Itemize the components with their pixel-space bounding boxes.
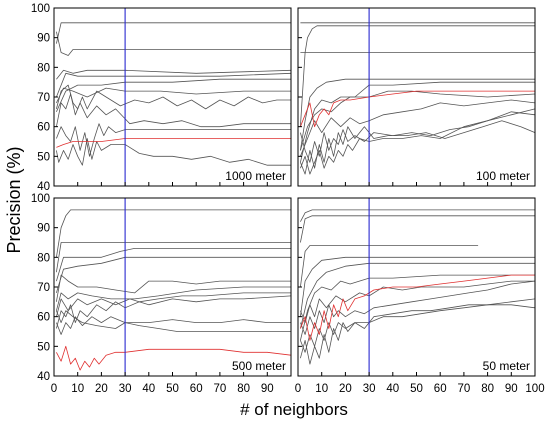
x-tick-label: 0: [51, 383, 57, 395]
series-line-10: [56, 138, 291, 166]
x-tick-label: 60: [434, 383, 447, 395]
x-tick-label: 10: [71, 383, 84, 395]
series-line-5: [300, 262, 535, 329]
panel-label: 50 meter: [483, 359, 530, 373]
series-line-11: [300, 274, 535, 341]
y-tick-label: 70: [37, 92, 50, 104]
x-tick-label: 90: [261, 383, 274, 395]
x-tick-label: 100: [525, 383, 544, 395]
series-line-7: [56, 84, 291, 110]
panel-label: 500 meter: [232, 359, 286, 373]
y-axis-title: Precision (%): [4, 146, 24, 253]
y-tick-label: 40: [37, 181, 50, 193]
series-line-2: [56, 31, 291, 56]
series-line-5: [56, 78, 291, 112]
series-line-6: [56, 87, 291, 104]
series-line-1: [56, 22, 291, 44]
series-line-7: [300, 90, 536, 151]
y-tick-label: 60: [37, 122, 50, 134]
series-line-8: [56, 292, 291, 329]
series-line-10: [56, 310, 291, 332]
series-line-11: [56, 345, 292, 371]
series-line-3: [300, 245, 479, 288]
panel-4: 0 10 20 30 40 50 60 70 80 90 100 50 meter: [295, 197, 545, 395]
series-line-12: [300, 90, 535, 128]
series-line-6: [300, 274, 535, 341]
y-tick-label: 50: [37, 151, 50, 163]
x-tick-label: 10: [315, 383, 328, 395]
y-tick-label: 80: [37, 62, 50, 74]
panel-2: 100 meter: [297, 7, 536, 187]
x-tick-label: 0: [295, 383, 301, 395]
x-tick-label: 40: [386, 383, 399, 395]
series-line-8: [300, 280, 536, 335]
panel-3: 40 50 60 70 80 90 100 0 10 20 30 40 50 60 70 80 90 500 me…: [31, 193, 292, 395]
y-tick-label: 40: [37, 371, 50, 383]
series-line-7: [300, 280, 535, 324]
series-line-11: [300, 111, 536, 175]
x-axis-title: # of neighbors: [240, 400, 348, 419]
x-tick-label: 60: [190, 383, 203, 395]
y-tick-label: 70: [37, 282, 50, 294]
series-line-3: [300, 25, 535, 127]
series-line-7: [56, 295, 292, 317]
series-line-9: [56, 123, 291, 157]
y-tick-label: 60: [37, 312, 50, 324]
series-line-6: [56, 286, 291, 311]
y-tick-label: 100: [31, 193, 50, 205]
x-tick-label: 50: [166, 383, 179, 395]
series-line-8: [56, 93, 291, 128]
panel-frame: [53, 7, 292, 187]
x-tick-label: 70: [458, 383, 471, 395]
panel-label: 1000 meter: [225, 169, 286, 183]
x-tick-label: 50: [410, 383, 423, 395]
x-tick-label: 70: [214, 383, 227, 395]
series-line-4: [56, 256, 291, 294]
y-tick-label: 90: [37, 223, 50, 235]
series-line-1: [300, 209, 535, 222]
y-tick-label: 80: [37, 252, 50, 264]
series-line-9: [300, 108, 536, 163]
panel-frame: [297, 7, 536, 187]
y-tick-label: 90: [37, 33, 50, 45]
panel-label: 100 meter: [476, 169, 530, 183]
series-line-10: [300, 298, 536, 365]
series-line-4: [300, 256, 535, 317]
x-tick-label: 20: [95, 383, 108, 395]
x-tick-label: 30: [363, 383, 376, 395]
y-tick-label: 100: [31, 3, 50, 15]
series-line-5: [56, 274, 291, 302]
x-tick-label: 80: [481, 383, 494, 395]
series-line-4: [56, 72, 292, 98]
panel-1: 40 50 60 70 80 90 100 1000 meter: [31, 3, 292, 193]
x-tick-label: 30: [119, 383, 132, 395]
series-line-5: [300, 78, 535, 151]
x-tick-label: 40: [142, 383, 155, 395]
x-tick-label: 20: [339, 383, 352, 395]
x-tick-label: 90: [505, 383, 518, 395]
x-tick-label: 80: [237, 383, 250, 395]
y-tick-label: 50: [37, 341, 50, 353]
series-line-9: [300, 304, 536, 353]
series-line-6: [300, 81, 535, 163]
series-line-3: [56, 247, 291, 282]
series-line-1: [56, 209, 291, 258]
series-line-11: [56, 138, 291, 148]
series-line-2: [300, 215, 535, 243]
series-line-9: [56, 316, 291, 335]
series-line-2: [56, 242, 291, 273]
series-line-3: [56, 69, 292, 80]
series-line-10: [300, 120, 536, 175]
